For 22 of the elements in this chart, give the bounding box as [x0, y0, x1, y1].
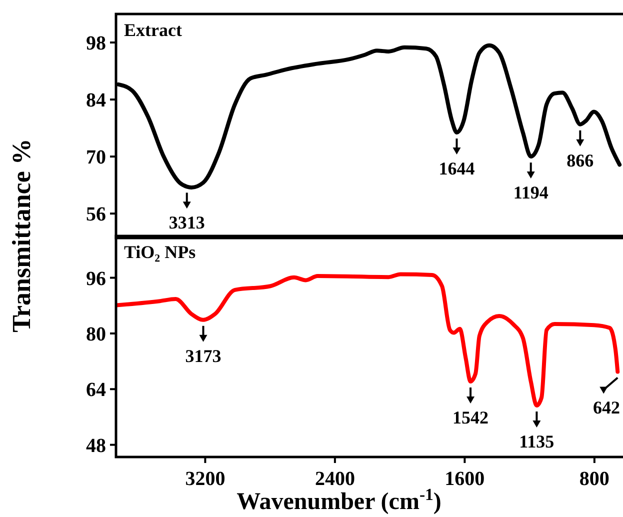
y-tick-label: 98	[86, 32, 106, 55]
annotation: 1135	[519, 431, 554, 452]
y-tick-label: 96	[86, 268, 106, 290]
annotation: 642	[593, 398, 620, 418]
x-tick-label: 800	[579, 468, 610, 490]
annotation: 1194	[513, 182, 548, 203]
chart-title: Extract	[124, 20, 182, 40]
y-axis-title: Transmittance %	[7, 138, 36, 332]
y-tick-label: 48	[86, 434, 106, 457]
y-tick-label: 84	[86, 90, 106, 112]
annotation: 3313	[168, 212, 205, 233]
annotation: 1542	[452, 407, 489, 428]
y-tick-label: 64	[86, 379, 106, 402]
y-tick-label: 70	[86, 146, 106, 169]
x-tick-label: 1600	[444, 468, 485, 490]
annotation: 866	[566, 150, 594, 170]
x-tick-label: 3200	[185, 468, 226, 490]
annotation: 1644	[438, 158, 475, 179]
annotation: 3173	[185, 346, 222, 366]
y-tick-label: 56	[86, 204, 106, 226]
chart-title: TiO₂ NPs	[124, 242, 196, 262]
y-tick-label: 80	[86, 323, 106, 346]
